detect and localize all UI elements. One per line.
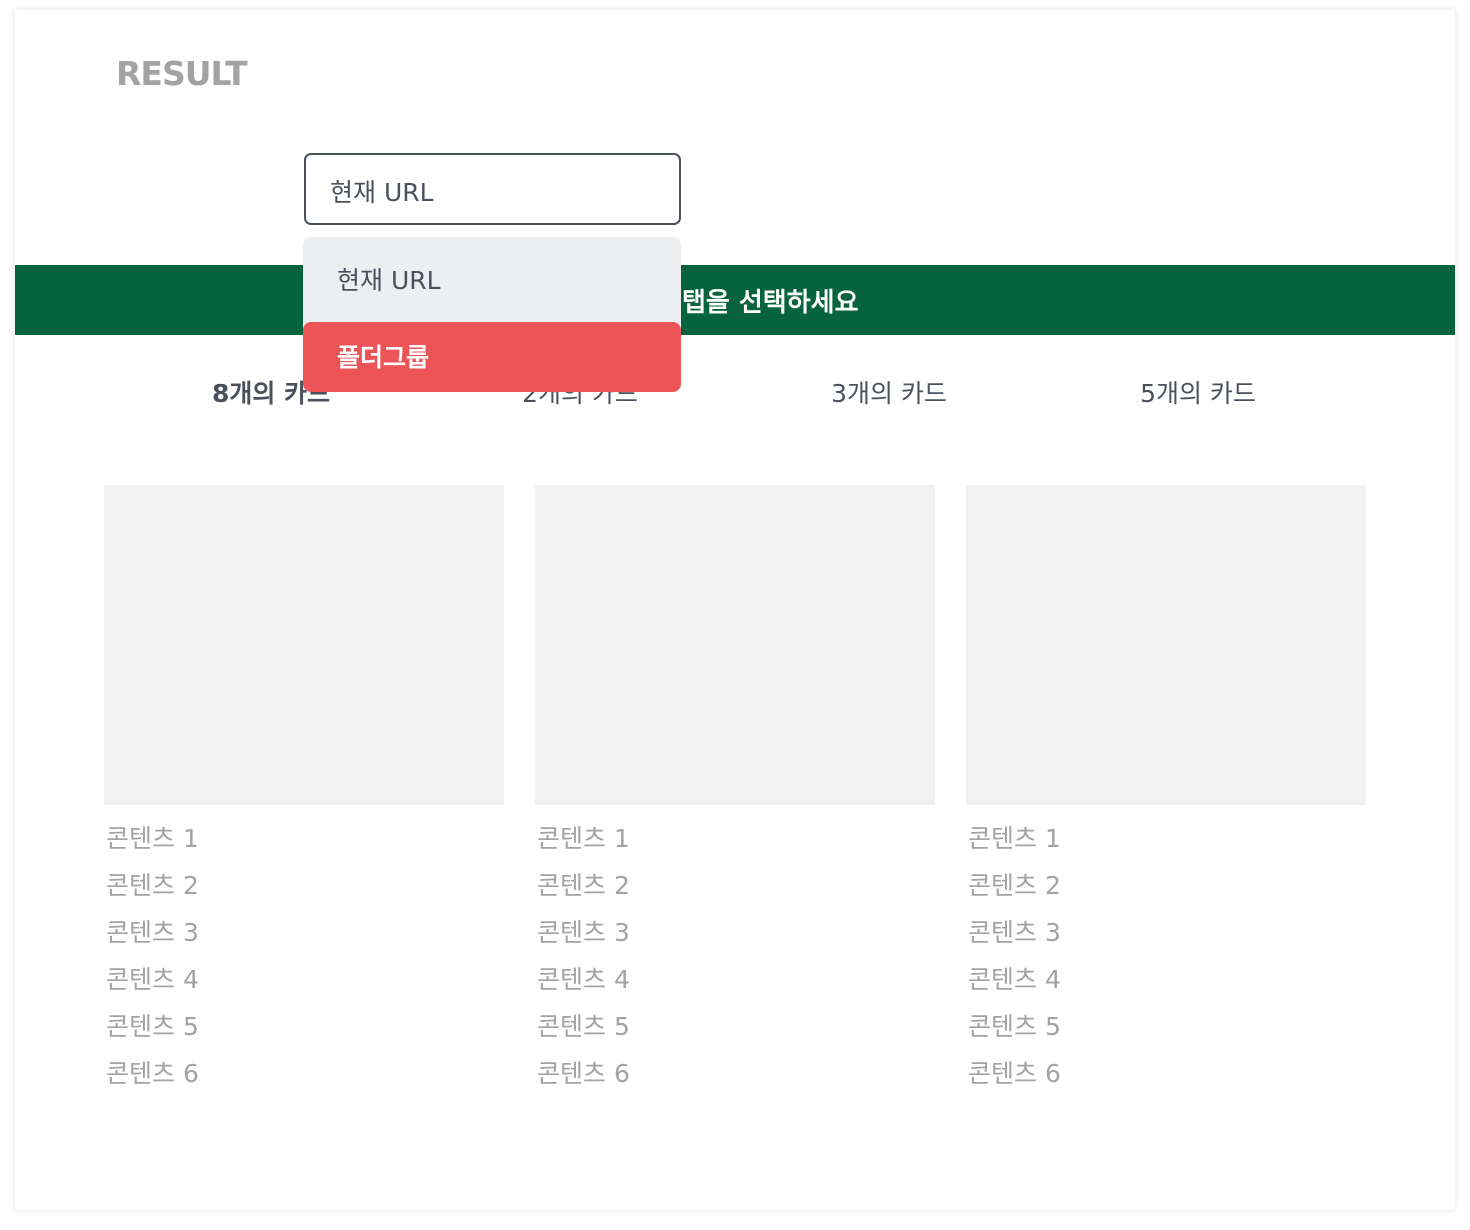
card-thumbnail — [535, 485, 935, 805]
card-content-item: 콘텐츠 3 — [106, 918, 199, 947]
card-content-item: 콘텐츠 2 — [968, 871, 1061, 900]
result-title: RESULT — [116, 54, 248, 93]
card-content-item: 콘텐츠 2 — [106, 871, 199, 900]
card-content-item: 콘텐츠 1 — [537, 824, 630, 853]
card-content-item: 콘텐츠 6 — [968, 1059, 1061, 1088]
card-thumbnail — [966, 485, 1366, 805]
card-content-item: 콘텐츠 5 — [537, 1012, 630, 1041]
card: 콘텐츠 1 콘텐츠 2 콘텐츠 3 콘텐츠 4 콘텐츠 5 콘텐츠 6 — [535, 485, 935, 1101]
url-select[interactable]: 현재 URL — [304, 153, 681, 225]
card-content-item: 콘텐츠 4 — [537, 965, 630, 994]
card-content-item: 콘텐츠 5 — [106, 1012, 199, 1041]
result-panel: RESULT 현재 URL 탭을 선택하세요 8개의 카드 2개의 카드 3개의… — [15, 10, 1455, 1210]
card-content-item: 콘텐츠 6 — [106, 1059, 199, 1088]
card-thumbnail — [104, 485, 504, 805]
tab-3-cards[interactable]: 3개의 카드 — [831, 379, 947, 408]
option-folder-group[interactable]: 폴더그룹 — [303, 322, 681, 392]
tab-5-cards[interactable]: 5개의 카드 — [1140, 379, 1256, 408]
option-current-url[interactable]: 현재 URL — [337, 266, 441, 295]
card-content-item: 콘텐츠 2 — [537, 871, 630, 900]
card-content-item: 콘텐츠 3 — [537, 918, 630, 947]
select-dropdown: 현재 URL 폴더그룹 — [303, 237, 681, 392]
banner-text: 탭을 선택하세요 — [682, 288, 859, 318]
card: 콘텐츠 1 콘텐츠 2 콘텐츠 3 콘텐츠 4 콘텐츠 5 콘텐츠 6 — [966, 485, 1366, 1101]
card-content-item: 콘텐츠 3 — [968, 918, 1061, 947]
card-content-item: 콘텐츠 1 — [106, 824, 199, 853]
card: 콘텐츠 1 콘텐츠 2 콘텐츠 3 콘텐츠 4 콘텐츠 5 콘텐츠 6 — [104, 485, 504, 1101]
card-content-item: 콘텐츠 4 — [968, 965, 1061, 994]
tab-banner: 탭을 선택하세요 — [15, 265, 1455, 335]
card-content-item: 콘텐츠 6 — [537, 1059, 630, 1088]
card-content-item: 콘텐츠 4 — [106, 965, 199, 994]
card-content-item: 콘텐츠 1 — [968, 824, 1061, 853]
card-content-item: 콘텐츠 5 — [968, 1012, 1061, 1041]
